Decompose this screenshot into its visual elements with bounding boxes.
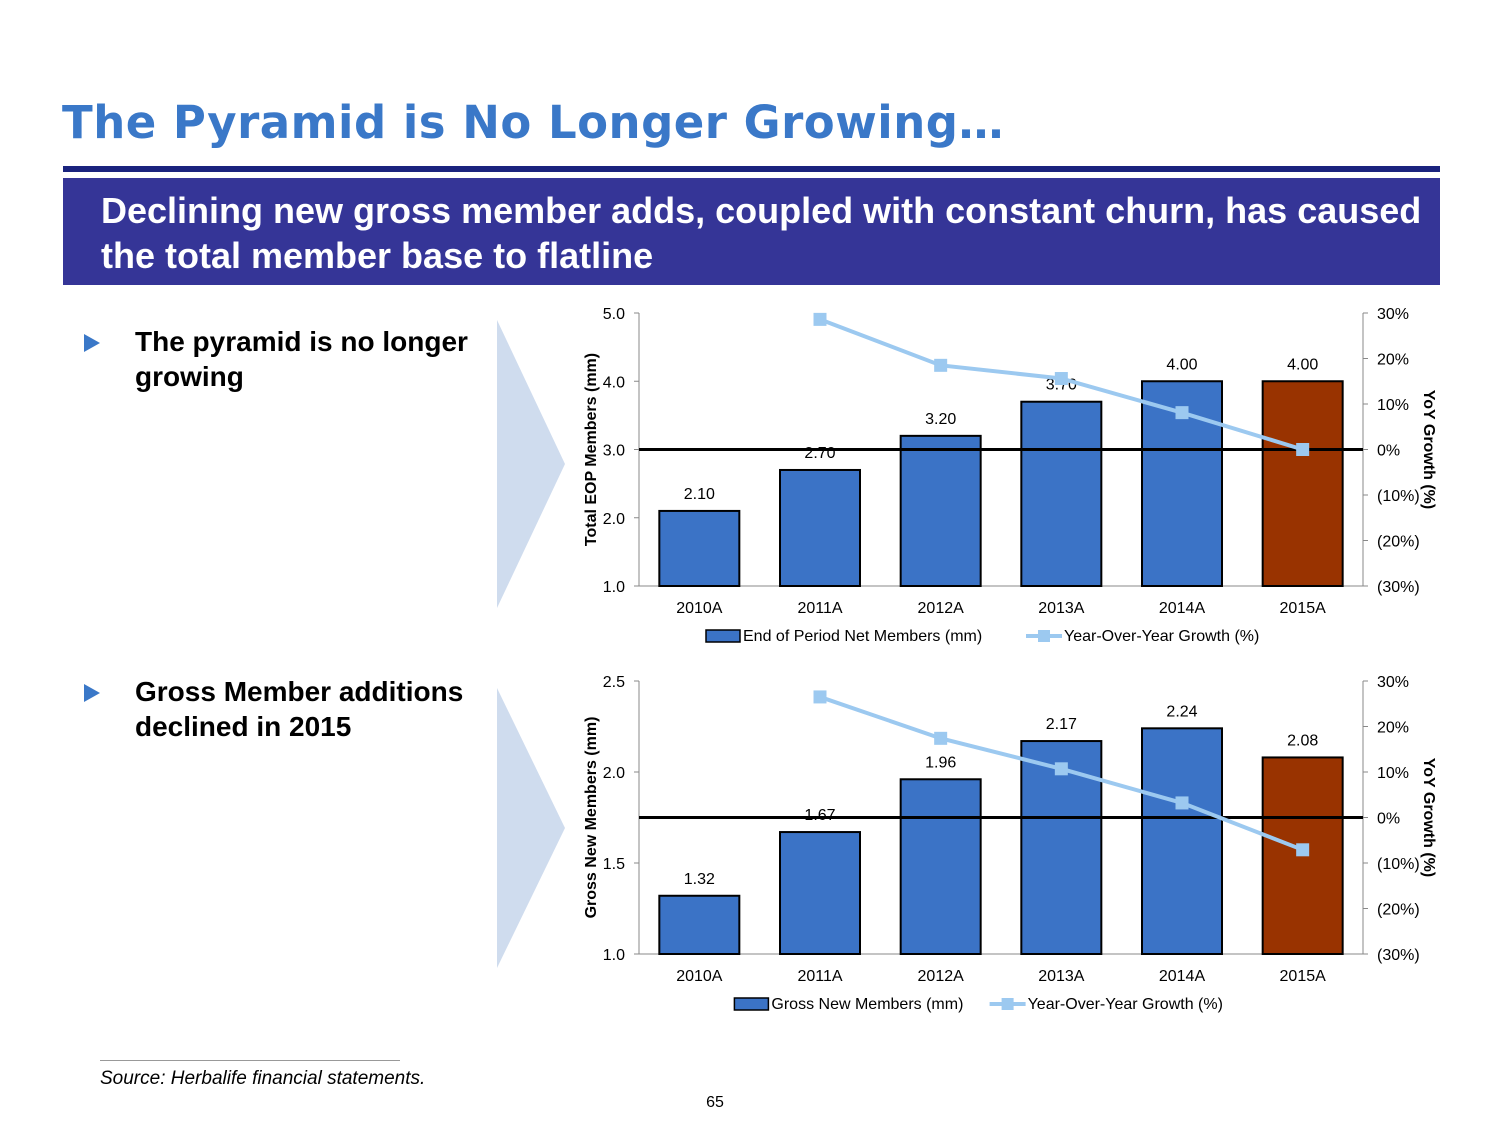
- bar: [899, 434, 982, 587]
- legend-line-label: Year-Over-Year Growth (%): [1028, 996, 1223, 1013]
- y2-tick-label: (10%): [1377, 856, 1420, 873]
- growth-point: [1054, 372, 1068, 386]
- y2-tick-label: 30%: [1377, 306, 1409, 323]
- bar-value-label: 3.20: [925, 411, 956, 428]
- source-note: Source: Herbalife financial statements.: [100, 1068, 426, 1089]
- x-tick-label: 2014A: [1159, 600, 1206, 617]
- bullet-2-text: Gross Member additions declined in 2015: [135, 676, 464, 742]
- y2-axis-title: YoY Growth (%): [1420, 758, 1437, 877]
- growth-point: [813, 312, 827, 326]
- y2-tick-label: 10%: [1377, 397, 1409, 414]
- growth-point: [1296, 843, 1310, 857]
- x-tick-label: 2010A: [676, 968, 723, 985]
- legend-bar-label: Gross New Members (mm): [771, 996, 963, 1013]
- bar: [658, 894, 741, 955]
- bar-value-label: 2.10: [684, 486, 715, 503]
- y2-axis-title: YoY Growth (%): [1420, 390, 1437, 509]
- bar-value-label: 2.70: [804, 445, 835, 462]
- growth-point: [1175, 796, 1189, 810]
- y2-tick-label: 30%: [1377, 674, 1409, 691]
- y2-tick-label: (30%): [1377, 579, 1420, 596]
- bar-value-label: 4.00: [1287, 356, 1318, 373]
- y2-tick-label: 20%: [1377, 720, 1409, 737]
- y2-tick-label: 0%: [1377, 811, 1400, 828]
- y-tick-label: 5.0: [603, 306, 625, 323]
- gross-new-members-chart: 1.0 1.5 2.0 2.5 (30%) (20%) (10%) 0% 10% 20% 30% Gr…: [583, 674, 1437, 1013]
- y2-tick-label: 10%: [1377, 765, 1409, 782]
- page-number: 65: [706, 1094, 724, 1111]
- growth-point: [1054, 762, 1068, 776]
- y-tick-label: 2.5: [603, 674, 625, 691]
- chevron-arrow-icon: [497, 320, 565, 608]
- y-tick-label: 2.0: [603, 765, 625, 782]
- bar-value-label: 1.32: [684, 871, 715, 888]
- x-tick-label: 2012A: [918, 600, 965, 617]
- y-axis-title: Total EOP Members (mm): [583, 353, 600, 546]
- bar-value-label: 2.08: [1287, 732, 1318, 749]
- bar-value-label: 1.96: [925, 754, 956, 771]
- page-title: The Pyramid is No Longer Growing…: [62, 96, 1004, 149]
- x-tick-label: 2012A: [918, 968, 965, 985]
- x-tick-label: 2011A: [797, 600, 842, 617]
- growth-point: [1296, 443, 1310, 456]
- x-tick-label: 2015A: [1280, 968, 1327, 985]
- y2-tick-label: (30%): [1377, 947, 1420, 964]
- title-rule: [63, 166, 1440, 172]
- y2-tick-label: (20%): [1377, 534, 1420, 551]
- bar: [658, 509, 741, 587]
- y-tick-label: 2.0: [603, 511, 625, 528]
- x-tick-label: 2015A: [1280, 600, 1327, 617]
- y-tick-label: 1.0: [603, 579, 625, 596]
- y-tick-label: 1.5: [603, 856, 625, 873]
- headline-banner: Declining new gross member adds, coupled…: [63, 178, 1440, 285]
- y2-tick-label: 0%: [1377, 443, 1400, 460]
- y-tick-label: 1.0: [603, 947, 625, 964]
- bar-value-label: 2.17: [1046, 716, 1077, 733]
- y-axis-title: Gross New Members (mm): [583, 717, 600, 919]
- bar: [779, 831, 861, 955]
- y-tick-label: 3.0: [603, 443, 625, 460]
- bar: [1261, 380, 1344, 587]
- x-tick-label: 2013A: [1038, 968, 1085, 985]
- legend-bar-swatch: [733, 997, 770, 1011]
- legend-bar-label: End of Period Net Members (mm): [743, 628, 982, 645]
- legend-line-label: Year-Over-Year Growth (%): [1064, 628, 1259, 645]
- bar: [779, 468, 861, 588]
- bullet-1-text: The pyramid is no longer growing: [135, 326, 468, 392]
- legend-bar-swatch: [705, 629, 741, 643]
- x-tick-label: 2011A: [797, 968, 842, 985]
- eop-members-chart: 1.0 2.0 3.0 4.0 5.0 (30%) (20%) (10%) 0% 10% 20% 30…: [583, 306, 1437, 645]
- legend-line-marker: [1038, 630, 1050, 642]
- growth-point: [813, 690, 827, 704]
- bar: [1020, 400, 1103, 587]
- chevron-arrow-icon: [497, 688, 565, 968]
- bar: [899, 778, 982, 955]
- triangle-bullet-icon: [84, 334, 100, 352]
- bar-value-label: 2.24: [1166, 703, 1197, 720]
- source-divider: [100, 1060, 400, 1061]
- y2-tick-label: (10%): [1377, 488, 1420, 505]
- growth-point: [934, 358, 948, 372]
- growth-point: [934, 731, 948, 745]
- x-tick-label: 2010A: [676, 600, 723, 617]
- growth-point: [1175, 406, 1189, 420]
- bar: [1141, 727, 1223, 955]
- y2-tick-label: 20%: [1377, 352, 1409, 369]
- x-tick-label: 2014A: [1159, 968, 1206, 985]
- bar-value-label: 4.00: [1166, 356, 1197, 373]
- bar-value-label: 1.67: [804, 807, 835, 824]
- y-tick-label: 4.0: [603, 374, 625, 391]
- legend-line-marker: [1001, 998, 1014, 1010]
- triangle-bullet-icon: [84, 684, 100, 702]
- y2-tick-label: (20%): [1377, 902, 1420, 919]
- x-tick-label: 2013A: [1038, 600, 1085, 617]
